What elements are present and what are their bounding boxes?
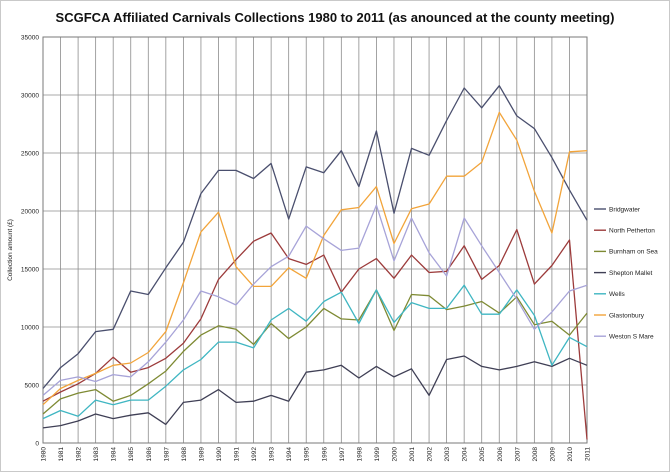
legend-label: Burnham on Sea [609,249,658,256]
x-tick-label: 2000 [391,447,398,462]
x-tick-label: 1983 [93,447,100,462]
y-tick-label: 30000 [21,93,39,100]
x-tick-label: 2002 [427,447,434,462]
grid-lines [42,36,588,444]
x-tick-label: 2006 [497,447,504,462]
series-line-wells [42,284,588,420]
x-tick-label: 1994 [286,447,293,462]
y-tick-label: 5000 [25,383,40,390]
x-tick-label: 1980 [41,447,48,462]
x-tick-label: 1984 [111,447,118,462]
legend-label: Wells [609,291,626,298]
x-tick-label: 1985 [128,447,135,462]
x-tick-label: 1993 [269,447,276,462]
x-tick-label: 1982 [76,447,83,462]
x-tick-label: 2008 [532,447,539,462]
series-line-bridgwater [42,85,588,389]
series-line-north-petherton [42,228,588,440]
chart-title: SCGFCA Affiliated Carnivals Collections … [55,10,615,25]
y-tick-label: 25000 [21,151,39,158]
x-tick-label: 2004 [462,447,469,462]
x-tick-label: 1998 [356,447,363,462]
x-tick-label: 1992 [251,447,258,462]
y-tick-label: 15000 [21,267,39,274]
x-tick-label: 1990 [216,447,223,462]
legend: Bridgwater North Petherton Burnham on Sea S… [594,206,658,341]
x-tick-label: 2001 [409,447,416,462]
series-line-shepton-mallet [42,355,588,429]
y-axis-label: Collection amount (£) [7,219,14,281]
x-tick-label: 1987 [163,447,170,462]
y-tick-label: 35000 [21,35,39,42]
x-tick-label: 2003 [444,447,451,462]
x-tick-label: 2009 [549,447,556,462]
y-tick-label: 0 [35,441,39,448]
y-tick-label: 20000 [21,209,39,216]
y-tick-label: 10000 [21,325,39,332]
x-tick-labels: 1980 1981 1982 1983 1984 1985 1986 1987 1988 1989… [41,447,592,462]
legend-label: Glastonbury [609,312,645,319]
legend-label: Bridgwater [609,206,641,213]
x-tick-label: 1999 [374,447,381,462]
x-tick-label: 1996 [321,447,328,462]
x-tick-label: 2011 [585,447,592,461]
x-tick-label: 1997 [339,447,346,462]
x-tick-label: 1981 [58,447,65,462]
x-tick-label: 1991 [234,447,241,462]
y-tick-labels: 0 5000 10000 15000 20000 25000 30000 35000 [21,35,39,448]
series-lines [42,85,588,440]
x-tick-label: 2005 [479,447,486,462]
x-tick-label: 2010 [567,447,574,462]
series-line-burnham-on-sea [42,289,588,415]
x-tick-label: 1988 [181,447,188,462]
legend-label: Shepton Mallet [609,270,653,277]
x-tick-label: 2007 [514,447,521,462]
x-tick-label: 1995 [304,447,311,462]
legend-label: Weston S Mare [609,334,654,341]
series-line-weston-s-mare [42,204,588,396]
plot-border [42,36,588,444]
x-tick-label: 1989 [198,447,205,462]
legend-label: North Petherton [609,228,655,235]
series-line-glastonbury [42,111,588,406]
x-tick-label: 1986 [146,447,153,462]
